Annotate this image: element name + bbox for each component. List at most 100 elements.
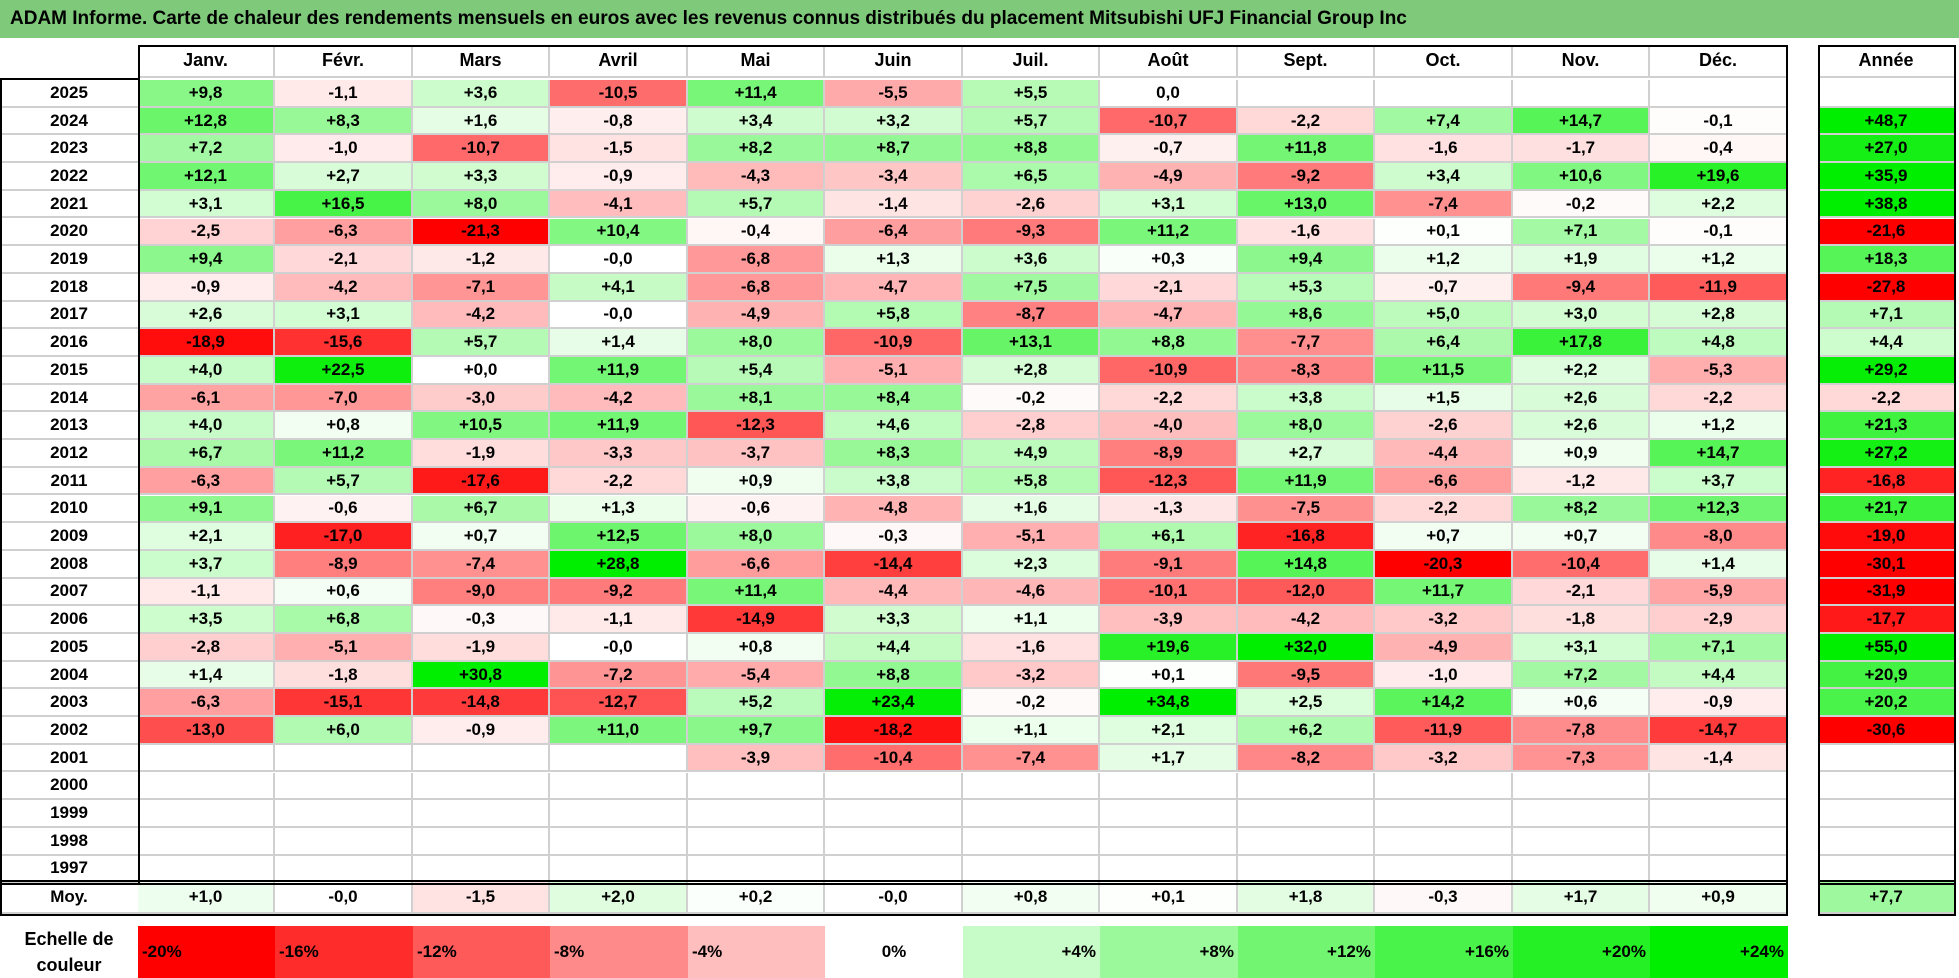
heatmap-cell: 0,0: [1100, 80, 1238, 108]
heatmap-cell: -1,1: [275, 80, 413, 108]
heatmap-cell: +0,8: [275, 412, 413, 441]
heatmap-cell: -13,0: [138, 717, 275, 745]
heatmap-cell: +4,0: [138, 357, 275, 385]
heatmap-cell: -4,9: [1100, 163, 1238, 191]
heatmap-cell: [1650, 800, 1788, 828]
heatmap-cell: +7,4: [1375, 107, 1513, 136]
heatmap-cell: -1,4: [825, 190, 963, 219]
heatmap-cell: -4,1: [550, 190, 688, 219]
heatmap-cell: -6,4: [825, 218, 963, 247]
heatmap-cell: -18,2: [825, 717, 963, 745]
heatmap-cell: +4,8: [1650, 329, 1788, 357]
heatmap-cell: -4,2: [550, 384, 688, 413]
heatmap-cell: +1,3: [825, 246, 963, 274]
heatmap-cell: [413, 744, 550, 773]
heatmap-cell: -1,0: [275, 135, 413, 164]
heatmap-cell: +14,7: [1650, 440, 1788, 468]
heatmap-cell: -0,1: [1650, 107, 1788, 136]
heatmap-cell: -0,8: [550, 107, 688, 136]
year-label: 2001: [0, 745, 138, 773]
heatmap-cell: +8,8: [963, 135, 1100, 164]
heatmap-cell: +5,7: [688, 190, 825, 219]
heatmap-cell: -14,7: [1650, 717, 1788, 745]
heatmap-cell: +2,8: [963, 357, 1100, 385]
heatmap-cell: +0,3: [1100, 246, 1238, 274]
heatmap-cell: [1238, 800, 1375, 828]
heatmap-cell: -2,2: [1238, 107, 1375, 136]
heatmap-cell: +2,5: [1238, 689, 1375, 718]
average-annual-cell: +7,7: [1818, 882, 1956, 914]
heatmap-cell: +2,6: [1513, 412, 1650, 441]
heatmap-cell: -6,1: [138, 384, 275, 413]
heatmap-cell: [1238, 772, 1375, 801]
heatmap-cell: +11,0: [550, 717, 688, 745]
heatmap-cell: -6,6: [1375, 467, 1513, 496]
heatmap-cell: [963, 772, 1100, 801]
heatmap-cell: -2,5: [138, 218, 275, 247]
heatmap-cell: +5,7: [275, 467, 413, 496]
heatmap-cell: [413, 800, 550, 828]
heatmap-cell: +1,4: [138, 661, 275, 690]
annual-cell: [1818, 80, 1956, 108]
heatmap-cell: [1100, 800, 1238, 828]
heatmap-cell: +4,6: [825, 412, 963, 441]
heatmap-cell: [1513, 855, 1650, 884]
heatmap-cell: -4,6: [963, 578, 1100, 607]
heatmap-cell: +2,6: [138, 301, 275, 330]
heatmap-cell: [138, 800, 275, 828]
heatmap-cell: [413, 855, 550, 884]
average-label: Moy.: [0, 882, 138, 914]
year-label: 2006: [0, 606, 138, 634]
heatmap-cell: [413, 772, 550, 801]
heatmap-cell: -10,1: [1100, 578, 1238, 607]
heatmap-cell: -14,8: [413, 689, 550, 718]
heatmap-cell: -1,8: [275, 661, 413, 690]
annual-cell: +21,7: [1818, 495, 1956, 524]
year-label: 2011: [0, 468, 138, 496]
annual-cell: -19,0: [1818, 523, 1956, 551]
heatmap-cell: -4,2: [1238, 606, 1375, 634]
heatmap-cell: +16,5: [275, 190, 413, 219]
heatmap-cell: +0,9: [1513, 440, 1650, 468]
heatmap-cell: -1,8: [1513, 606, 1650, 634]
heatmap-cell: +1,1: [963, 606, 1100, 634]
heatmap-cell: +5,5: [963, 80, 1100, 108]
heatmap-cell: +0,7: [413, 523, 550, 551]
color-scale-step: 0%: [825, 926, 963, 978]
heatmap-cell: -6,3: [275, 218, 413, 247]
heatmap-cell: +2,3: [963, 550, 1100, 579]
heatmap-cell: -4,7: [1100, 301, 1238, 330]
average-cell: +0,8: [963, 882, 1100, 914]
heatmap-cell: +8,8: [825, 661, 963, 690]
heatmap-cell: -6,8: [688, 246, 825, 274]
heatmap-cell: -1,5: [550, 135, 688, 164]
heatmap-cell: -2,8: [963, 412, 1100, 441]
heatmap-cell: +12,1: [138, 163, 275, 191]
year-label: 2003: [0, 689, 138, 718]
heatmap-cell: [275, 800, 413, 828]
heatmap-cell: [1238, 827, 1375, 856]
heatmap-cell: +30,8: [413, 661, 550, 690]
average-cell: +1,7: [1513, 882, 1650, 914]
heatmap-cell: +0,9: [688, 467, 825, 496]
heatmap-cell: +4,9: [963, 440, 1100, 468]
heatmap-cell: -9,5: [1238, 661, 1375, 690]
month-header: Déc.: [1650, 45, 1788, 78]
heatmap-cell: -20,3: [1375, 550, 1513, 579]
annual-cell: [1818, 800, 1956, 828]
heatmap-cell: +9,4: [1238, 246, 1375, 274]
heatmap-cell: [550, 744, 688, 773]
heatmap-cell: +2,2: [1513, 357, 1650, 385]
month-header: Févr.: [275, 45, 413, 78]
year-label: 2025: [0, 80, 138, 108]
heatmap-cell: +19,6: [1650, 163, 1788, 191]
heatmap-cell: +5,8: [825, 301, 963, 330]
heatmap-cell: +2,8: [1650, 301, 1788, 330]
heatmap-cell: +32,0: [1238, 634, 1375, 662]
heatmap-cell: +3,8: [1238, 384, 1375, 413]
heatmap-cell: +6,0: [275, 717, 413, 745]
heatmap-cell: -2,2: [550, 467, 688, 496]
heatmap-cell: [1375, 772, 1513, 801]
heatmap-cell: [825, 855, 963, 884]
heatmap-cell: [138, 855, 275, 884]
